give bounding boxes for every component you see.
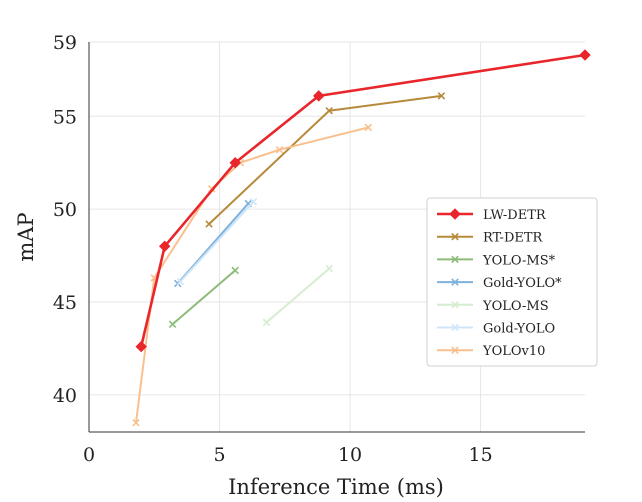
data-point-rt-detr	[325, 106, 333, 115]
legend-item-lw-detr: LW-DETR	[437, 208, 547, 223]
data-point-rt-detr	[205, 220, 213, 228]
data-point-lw-detr	[313, 90, 325, 102]
legend-item-yolo-ms: YOLO-MS	[437, 299, 549, 314]
legend-marker	[451, 255, 459, 264]
legend-label: Gold-YOLO*	[483, 276, 562, 291]
data-point-lw-detr	[135, 340, 147, 353]
series-gold-yolo	[173, 199, 253, 288]
y-axis-label: mAP	[14, 212, 38, 261]
series-yolo-ms	[262, 264, 333, 327]
legend-label: YOLOv10	[482, 344, 545, 359]
data-point-lw-detr	[579, 49, 591, 61]
data-point-yolov10	[132, 418, 140, 427]
y-tick-label: 59	[53, 32, 77, 54]
data-point-lw-detr	[158, 240, 171, 252]
data-point-gold-yolo	[176, 277, 185, 286]
series-gold-yolo	[176, 197, 258, 286]
series-line-yolo-ms	[265, 267, 330, 324]
data-point-lw-detr	[229, 157, 241, 169]
data-point-rt-detr	[437, 92, 446, 100]
x-tick-label: 0	[83, 444, 95, 466]
legend-item-gold-yolo: Gold-YOLO*	[437, 276, 562, 291]
legend-marker	[451, 323, 459, 332]
legend-marker	[451, 301, 459, 309]
y-tick-label: 40	[53, 385, 77, 407]
legend-label: RT-DETR	[483, 231, 544, 246]
legend-label: Gold-YOLO	[483, 322, 555, 337]
legend-marker	[451, 232, 459, 241]
legend-marker	[451, 346, 459, 354]
legend-marker	[449, 208, 461, 220]
series-yolov10	[132, 123, 373, 427]
data-point-yolo-ms	[168, 320, 177, 329]
legend-label: YOLO-MS	[482, 299, 549, 314]
series-lw-detr	[135, 49, 591, 353]
data-point-yolo-ms	[262, 318, 271, 327]
legend-marker	[451, 278, 459, 286]
data-point-gold-yolo	[249, 197, 258, 206]
data-point-yolo-ms	[325, 264, 333, 273]
legend-box	[426, 197, 598, 367]
series-group	[132, 49, 591, 427]
y-tick-label: 45	[53, 292, 77, 314]
data-point-yolov10	[364, 123, 373, 132]
y-tick-label: 50	[53, 199, 77, 221]
series-line-yolo-ms	[171, 269, 236, 326]
legend-item-yolo-ms: YOLO-MS*	[437, 253, 556, 268]
legend-item-rt-detr: RT-DETR	[437, 231, 544, 246]
x-tick-label: 10	[338, 444, 362, 466]
legend-item-yolov10: YOLOv10	[437, 344, 545, 359]
y-tick-label: 55	[53, 106, 77, 128]
data-point-yolov10	[275, 145, 284, 154]
data-point-yolo-ms	[231, 266, 239, 275]
series-yolo-ms	[168, 266, 239, 329]
legend-label: YOLO-MS*	[482, 253, 556, 268]
legend-item-gold-yolo: Gold-YOLO	[437, 322, 555, 337]
series-rt-detr	[205, 92, 446, 228]
axes: 40 45 50 55 59 0 5 10 15	[53, 32, 585, 466]
legend: LW-DETR RT-DETR YOLO-MS* Gold-YOLO* YOLO-MS G…	[426, 197, 598, 367]
x-axis-label: Inference Time (ms)	[228, 475, 444, 499]
x-tick-label: 15	[468, 444, 492, 466]
series-line-yolov10	[134, 126, 369, 423]
series-line-gold-yolo	[179, 201, 255, 283]
legend-label: LW-DETR	[483, 208, 547, 223]
x-tick-label: 5	[213, 444, 225, 466]
